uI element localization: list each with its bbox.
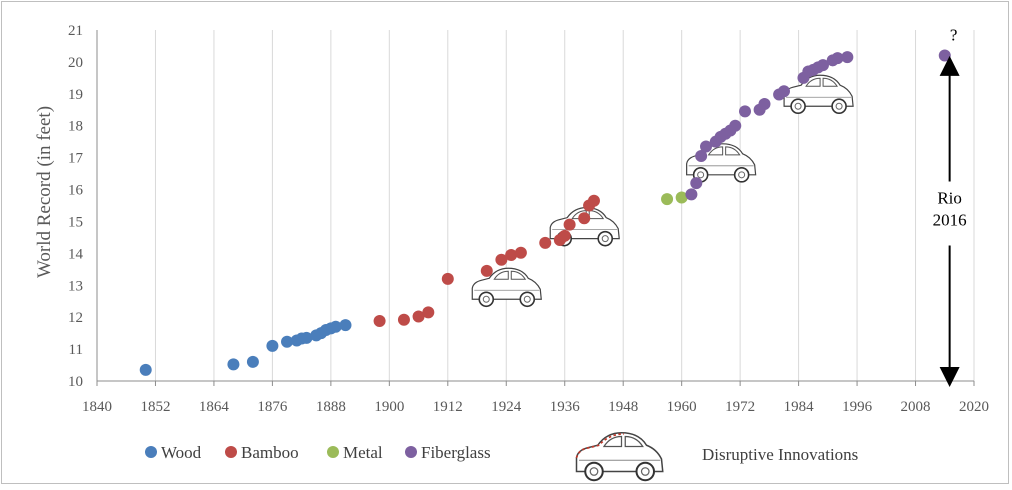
point-fiberglass [758,98,771,111]
y-tick-label: 12 [68,310,83,326]
x-tick-label: 1912 [433,399,463,415]
innovation-cars [471,74,854,308]
x-tick-label: 1864 [199,399,230,415]
y-axis-label: World Record (in feet) [34,106,55,278]
y-tick-label: 14 [68,246,84,262]
y-tick-label: 13 [68,278,83,294]
y-tick-label: 16 [68,183,84,199]
point-metal [661,193,674,206]
innovation-car-icon [685,143,757,183]
point-bamboo [539,236,552,249]
legend-label-wood: Wood [161,443,202,462]
point-bamboo [563,218,576,231]
x-tick-label: 1948 [608,399,638,415]
x-tick-label: 1924 [491,399,522,415]
point-fiberglass [729,119,742,132]
point-wood [329,320,342,333]
point-bamboo [422,306,435,319]
y-tick-label: 17 [68,151,84,167]
question-mark: ? [950,25,958,44]
point-bamboo [480,264,493,277]
point-wood [139,363,152,376]
point-fiberglass [831,52,844,65]
legend-label-metal: Metal [343,443,383,462]
x-tick-label: 2020 [959,399,989,415]
point-fiberglass [695,150,708,163]
point-bamboo [397,313,410,326]
y-tick-label: 15 [68,214,83,230]
rio-label-line2: 2016 [933,210,967,229]
point-bamboo [505,248,518,261]
legend-label-innovations: Disruptive Innovations [702,445,858,464]
legend-marker-metal [327,446,339,458]
point-wood [339,319,352,332]
point-bamboo [495,253,508,266]
y-tick-label: 20 [68,55,83,71]
point-fiberglass [777,85,790,98]
point-fiberglass [816,59,829,72]
point-bamboo [373,315,386,328]
point-bamboo [558,229,571,242]
rio-annotation: Rio 2016 ? [933,25,967,387]
y-tick-label: 10 [68,374,83,390]
point-wood [227,358,240,371]
y-tick-label: 21 [68,23,83,39]
gridlines [154,30,975,381]
y-tick-label: 11 [69,342,83,358]
x-tick-label: 1852 [140,399,170,415]
point-metal [675,191,688,204]
legend-label-bamboo: Bamboo [241,443,299,462]
point-bamboo [587,194,600,207]
legend-marker-bamboo [225,446,237,458]
legend-label-fiberglass: Fiberglass [421,443,491,462]
point-fiberglass [685,188,698,201]
legend-marker-fiberglass [405,446,417,458]
point-bamboo [412,310,425,323]
legend: Wood Bamboo Metal Fiberglass Disruptive … [145,431,858,482]
point-wood [281,335,294,348]
point-fiberglass [739,105,752,118]
x-tick-label: 1960 [667,399,697,415]
point-bamboo [578,212,591,225]
point-wood [246,355,259,368]
x-tick-label: 1972 [725,399,755,415]
innovation-car-icon [783,74,854,115]
rio-label-line1: Rio [937,188,962,207]
point-fiberglass [938,49,951,62]
axes: 1840 1852 1864 1876 1888 1900 1912 1924 1936 1948… [68,23,989,415]
legend-marker-wood [145,446,157,458]
x-tick-label: 1984 [784,399,815,415]
point-fiberglass [841,51,854,64]
y-tick-label: 19 [68,87,83,103]
x-tick-label: 1996 [842,399,873,415]
point-fiberglass [690,177,703,190]
x-tick-label: 2008 [901,399,931,415]
x-tick-label: 1888 [316,399,346,415]
legend-car-icon [575,431,664,482]
point-bamboo [514,246,527,259]
x-tick-label: 1936 [550,399,581,415]
point-wood [266,339,279,352]
data-points [139,49,951,376]
y-tick-label: 18 [68,119,83,135]
point-fiberglass [700,140,713,153]
point-bamboo [441,272,454,285]
point-wood [300,331,313,344]
x-tick-label: 1840 [82,399,112,415]
x-tick-label: 1876 [257,399,288,415]
x-tick-label: 1900 [374,399,404,415]
